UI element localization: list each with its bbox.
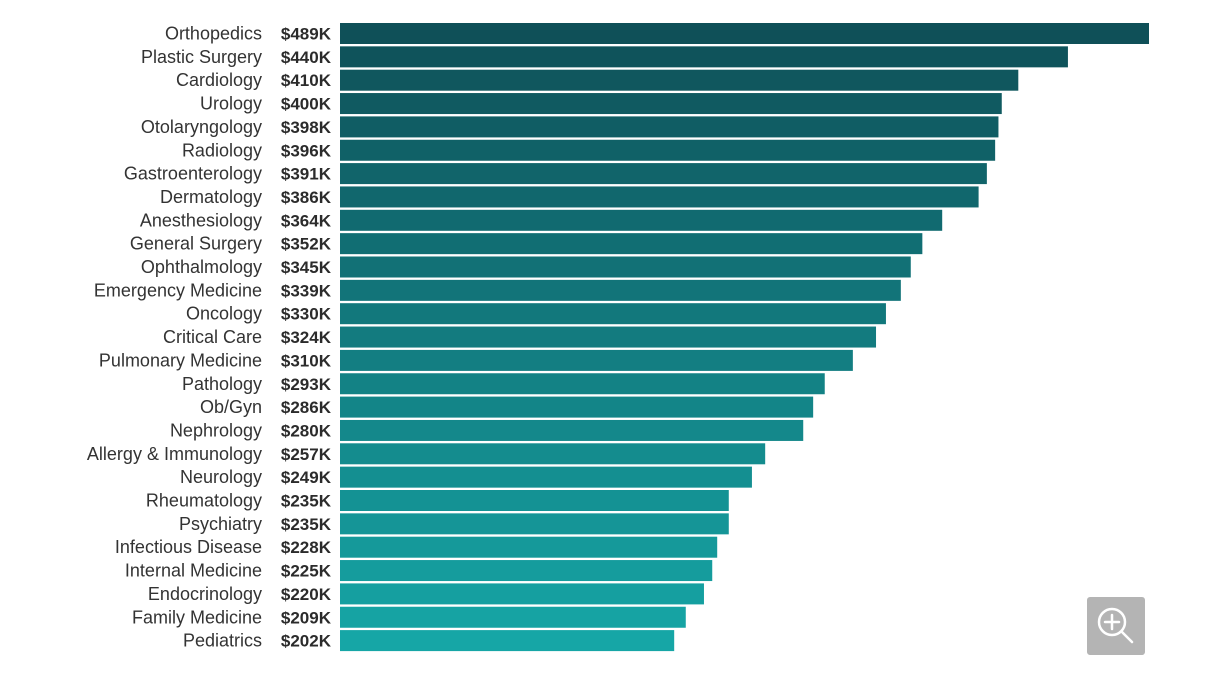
value-label: $440K	[281, 48, 332, 67]
bar-10	[340, 256, 911, 278]
bar-18	[340, 443, 766, 465]
value-label: $310K	[281, 351, 332, 370]
category-labels: Orthopedics Plastic Surgery Cardiology Urol…	[87, 24, 262, 651]
category-label: Allergy & Immunology	[87, 444, 262, 464]
bar-19	[340, 466, 752, 488]
category-label: Critical Care	[163, 327, 262, 347]
value-label: $398K	[281, 118, 332, 137]
bar-4	[340, 116, 999, 138]
value-label: $235K	[281, 492, 332, 511]
value-label: $324K	[281, 328, 332, 347]
category-label: Radiology	[182, 140, 262, 160]
category-label: Urology	[200, 94, 262, 114]
category-label: Internal Medicine	[125, 561, 262, 581]
value-label: $400K	[281, 95, 332, 114]
zoom-in-icon	[1097, 607, 1134, 644]
bar-15	[340, 373, 825, 395]
value-label: $391K	[281, 165, 332, 184]
value-label: $396K	[281, 141, 332, 160]
bar-17	[340, 419, 804, 441]
category-label: Pulmonary Medicine	[99, 350, 262, 370]
bars-group	[340, 23, 1149, 652]
bar-13	[340, 326, 877, 348]
category-label: Anesthesiology	[140, 210, 262, 230]
bar-14	[340, 349, 853, 371]
category-label: Infectious Disease	[115, 537, 262, 557]
value-label: $249K	[281, 468, 332, 487]
category-label: Oncology	[186, 304, 262, 324]
value-label: $339K	[281, 281, 332, 300]
bar-11	[340, 279, 901, 301]
value-label: $345K	[281, 258, 332, 277]
bar-0	[340, 23, 1149, 44]
value-label: $220K	[281, 585, 332, 604]
category-label: Neurology	[180, 467, 262, 487]
bar-24	[340, 583, 704, 605]
zoom-in-button[interactable]	[1087, 597, 1145, 655]
category-label: Orthopedics	[165, 24, 262, 44]
value-label: $364K	[281, 211, 332, 230]
category-label: Pathology	[182, 374, 262, 394]
value-label: $286K	[281, 398, 332, 417]
category-label: Ophthalmology	[141, 257, 262, 277]
category-label: Nephrology	[170, 420, 262, 440]
category-label: Endocrinology	[148, 584, 262, 604]
value-label: $489K	[281, 25, 332, 44]
bar-9	[340, 233, 923, 255]
category-label: Psychiatry	[179, 514, 262, 534]
category-label: Pediatrics	[183, 631, 262, 651]
bar-6	[340, 163, 987, 185]
bar-25	[340, 606, 686, 628]
category-label: Cardiology	[176, 70, 262, 90]
bar-7	[340, 186, 979, 208]
value-labels: $489K $440K $410K $400K $398K $396K $391K $386K…	[281, 25, 332, 651]
bar-16	[340, 396, 814, 418]
bar-5	[340, 139, 996, 161]
bar-23	[340, 560, 713, 582]
value-label: $228K	[281, 538, 332, 557]
category-label: Ob/Gyn	[200, 397, 262, 417]
value-label: $386K	[281, 188, 332, 207]
bar-22	[340, 536, 718, 558]
value-label: $293K	[281, 375, 332, 394]
value-label: $257K	[281, 445, 332, 464]
bar-3	[340, 93, 1002, 115]
bar-20	[340, 490, 729, 511]
bar-26	[340, 630, 675, 652]
category-label: Family Medicine	[132, 607, 262, 627]
value-label: $209K	[281, 608, 332, 627]
value-label: $352K	[281, 235, 332, 254]
bar-21	[340, 513, 729, 535]
category-label: Plastic Surgery	[141, 47, 262, 67]
value-label: $330K	[281, 305, 332, 324]
category-label: General Surgery	[130, 234, 262, 254]
bar-12	[340, 303, 886, 325]
value-label: $225K	[281, 562, 332, 581]
value-label: $235K	[281, 515, 332, 534]
value-label: $202K	[281, 632, 332, 651]
category-label: Rheumatology	[146, 491, 262, 511]
value-label: $280K	[281, 421, 332, 440]
bar-8	[340, 209, 943, 231]
category-label: Dermatology	[160, 187, 262, 207]
value-label: $410K	[281, 71, 332, 90]
bar-2	[340, 69, 1019, 91]
category-label: Emergency Medicine	[94, 280, 262, 300]
bar-1	[340, 46, 1068, 68]
category-label: Otolaryngology	[141, 117, 262, 137]
category-label: Gastroenterology	[124, 164, 262, 184]
